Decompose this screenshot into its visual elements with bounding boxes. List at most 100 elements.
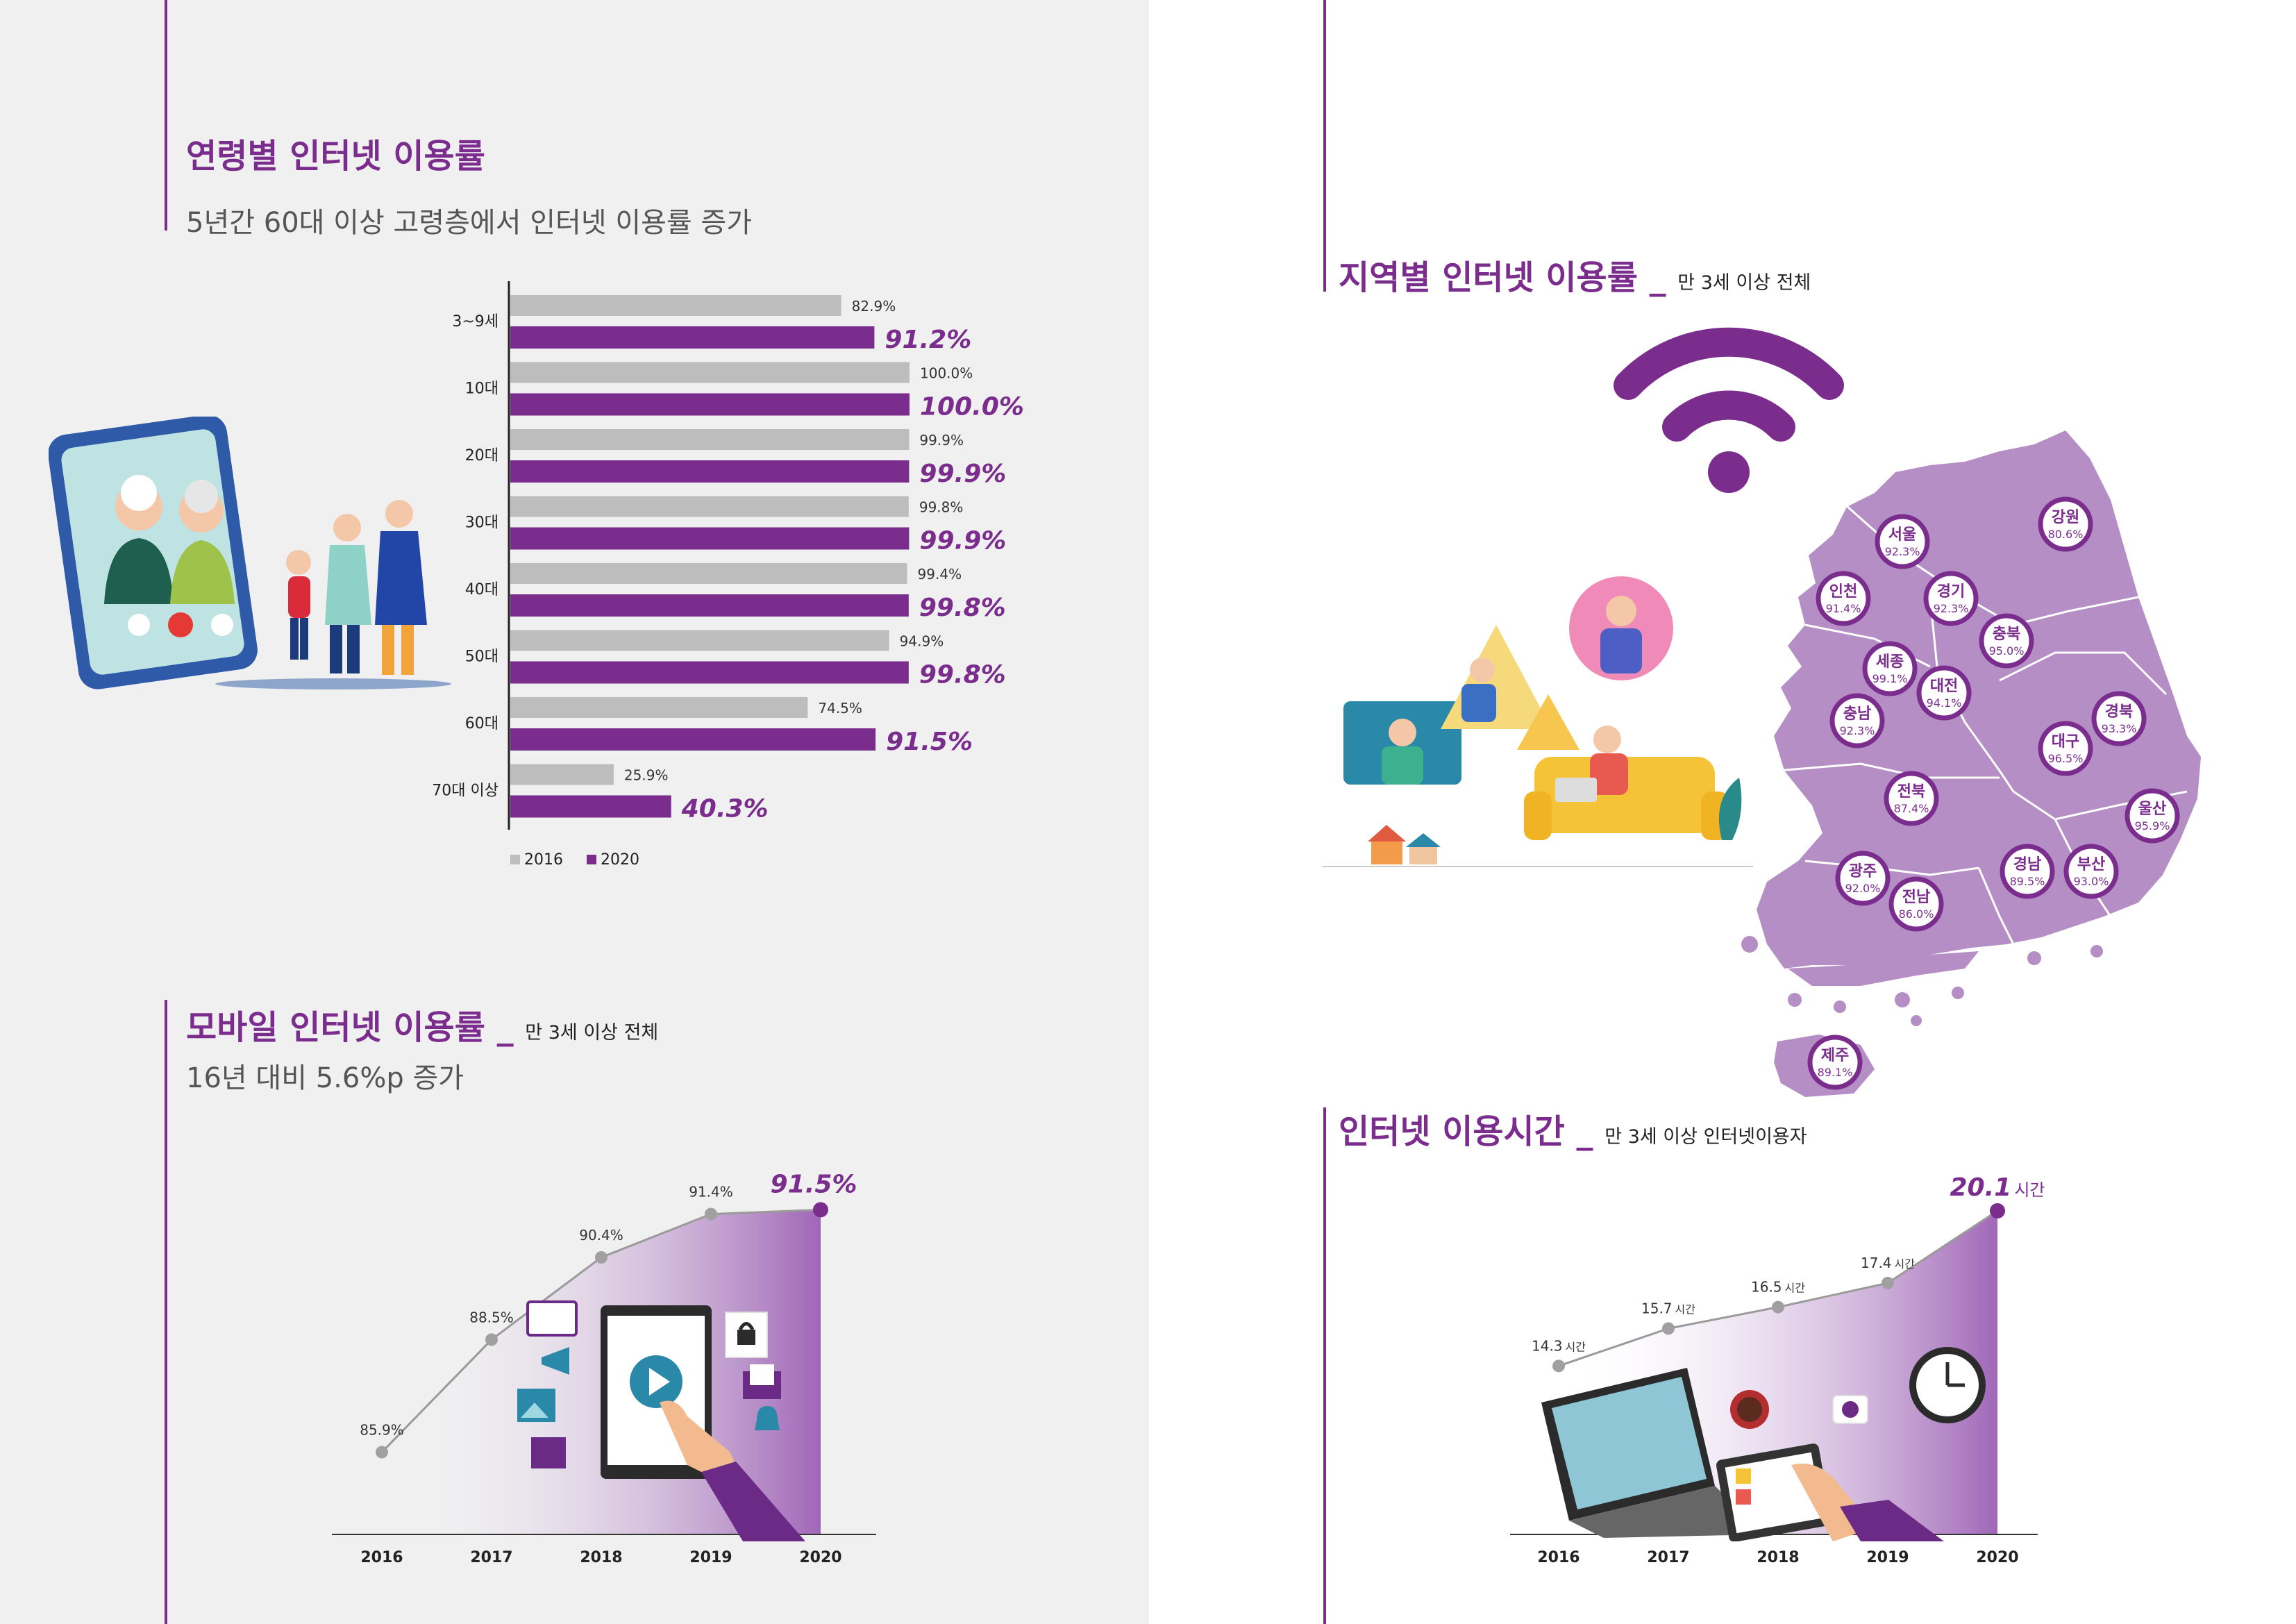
age-panel-subtitle: 5년간 60대 이상 고령층에서 인터넷 이용률 증가 <box>186 207 753 239</box>
mobile-point <box>485 1333 498 1346</box>
age-category-label: 20대 <box>465 447 498 464</box>
age-bar-2016 <box>510 630 889 651</box>
mobile-value-label: 85.9% <box>360 1422 404 1439</box>
region-name-label: 경남 <box>2013 856 2041 873</box>
region-marker <box>2063 844 2119 899</box>
region-marker <box>2125 788 2180 844</box>
clock-icon <box>1909 1347 1986 1423</box>
legend-swatch-2020 <box>587 855 596 864</box>
house-icon <box>1368 825 1441 864</box>
age-bar-2016-label: 99.9% <box>919 432 964 449</box>
time-value-unit: 시간 <box>1566 1340 1586 1353</box>
age-bar-2020 <box>510 594 909 617</box>
grandparents-icon <box>104 475 235 604</box>
age-bar-2020 <box>510 460 910 483</box>
region-name-label: 세종 <box>1876 653 1904 671</box>
age-bar-2016-label: 99.4% <box>918 566 962 583</box>
tablet-hand-icon <box>1716 1443 1944 1541</box>
bell-icon <box>755 1406 780 1430</box>
mobile-tick-label: 2019 <box>689 1549 732 1566</box>
age-bar-2020-label: 91.2% <box>885 326 971 354</box>
mobile-value-label: 91.5% <box>771 1170 857 1198</box>
time-value-number: 14.3 <box>1532 1337 1563 1354</box>
age-bar-2016 <box>510 362 910 383</box>
age-category-label: 10대 <box>465 380 498 398</box>
region-value-label: 80.6% <box>2048 528 2084 541</box>
region-value-label: 92.3% <box>1934 602 1969 615</box>
region-name-label: 서울 <box>1888 526 1916 544</box>
time-value-unit: 시간 <box>1675 1303 1696 1316</box>
region-marker <box>1875 514 1930 569</box>
age-bar-2020-label: 99.8% <box>919 661 1006 689</box>
time-tick-label: 2020 <box>1976 1549 2018 1566</box>
laptop-icon <box>1541 1368 1763 1538</box>
region-value-label: 89.5% <box>2010 875 2045 888</box>
region-marker <box>1835 851 1891 906</box>
mobile-tick-label: 2020 <box>799 1549 841 1566</box>
time-point <box>1772 1300 1784 1314</box>
time-tick-label: 2017 <box>1647 1549 1689 1566</box>
plant-icon <box>1718 778 1742 840</box>
time-value-unit: 시간 <box>1785 1282 1806 1295</box>
time-value-number: 15.7 <box>1641 1300 1673 1316</box>
age-bar-2020-label: 40.3% <box>681 795 769 823</box>
region-marker <box>1884 771 1939 826</box>
age-bar-2020-label: 99.9% <box>919 460 1006 488</box>
time-value-number: 17.4 <box>1861 1255 1892 1271</box>
chart-bubble-icon <box>1832 1395 1868 1424</box>
region-marker <box>1979 613 2034 669</box>
region-value-label: 89.1% <box>1818 1066 1853 1079</box>
age-bar-2020-label: 99.8% <box>919 594 1006 622</box>
age-bar-2016 <box>510 429 910 450</box>
mobile-point <box>705 1207 717 1221</box>
legend-label-2020: 2020 <box>601 851 639 869</box>
age-bar-2016-label: 25.9% <box>624 767 669 784</box>
time-title-text: 인터넷 이용시간 _ <box>1339 1112 1593 1151</box>
laptop-workspace-illustration <box>1541 1347 1986 1541</box>
region-name-label: 충남 <box>1843 705 1871 723</box>
family-people-icon <box>215 500 451 689</box>
mobile-point <box>376 1446 388 1459</box>
man-circle-icon <box>1569 576 1673 680</box>
region-value-label: 99.1% <box>1872 672 1908 685</box>
age-bar-2016-label: 99.8% <box>919 499 964 516</box>
time-tick-label: 2016 <box>1537 1549 1579 1566</box>
age-category-label: 30대 <box>465 514 498 532</box>
mobile-value-label: 90.4% <box>579 1227 623 1244</box>
accent-rule-time <box>1323 1107 1326 1624</box>
time-point <box>1662 1322 1675 1335</box>
region-name-label: 경북 <box>2105 703 2133 721</box>
message-bubble-icon <box>526 1300 578 1337</box>
tablet-media-illustration <box>517 1300 805 1541</box>
age-bar-2020 <box>510 527 910 550</box>
wifi-icon <box>1614 327 1844 493</box>
age-bar-2020 <box>510 661 909 684</box>
region-panel-title: 지역별 인터넷 이용률 _ 만 3세 이상 전체 <box>1339 250 1811 299</box>
legend-label-2016: 2016 <box>524 851 563 869</box>
call-buttons-icon <box>128 612 233 637</box>
age-category-label: 70대 이상 <box>432 782 498 800</box>
region-title-text: 지역별 인터넷 이용률 _ <box>1339 258 1666 297</box>
age-bar-2020 <box>510 393 910 416</box>
region-value-label: 92.3% <box>1840 724 1875 737</box>
age-category-label: 60대 <box>465 715 498 733</box>
age-bar-2020 <box>510 795 671 818</box>
region-marker <box>1807 1035 1863 1090</box>
age-bar-2020 <box>510 326 875 349</box>
time-value-label: 15.7 시간 <box>1641 1300 1695 1316</box>
accent-rule-mobile <box>165 1000 167 1624</box>
region-value-label: 92.0% <box>1845 882 1881 895</box>
time-value-label: 16.5 시간 <box>1751 1279 1805 1296</box>
region-name-label: 전남 <box>1902 889 1930 906</box>
accent-rule-region <box>1323 0 1326 292</box>
region-value-label: 86.0% <box>1899 907 1934 921</box>
region-name-label: 부산 <box>2077 856 2105 873</box>
mobile-panel-subtitle: 16년 대비 5.6%p 증가 <box>186 1062 464 1094</box>
coffee-cup-icon <box>1730 1390 1769 1429</box>
time-point <box>1990 1203 2005 1219</box>
age-bar-2016 <box>510 496 909 517</box>
time-value-number: 16.5 <box>1751 1279 1782 1296</box>
region-value-label: 95.0% <box>1989 644 2025 658</box>
mobile-point <box>595 1250 607 1264</box>
